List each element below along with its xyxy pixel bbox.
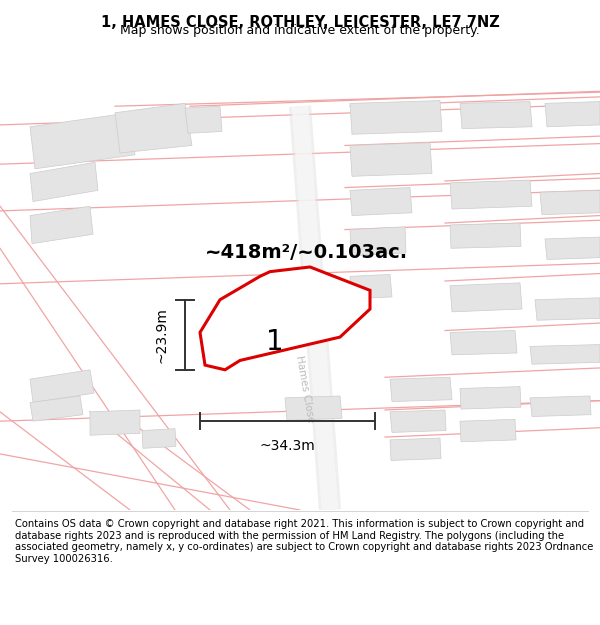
Polygon shape — [350, 188, 412, 216]
Polygon shape — [350, 142, 432, 176]
Polygon shape — [540, 191, 600, 214]
Polygon shape — [30, 112, 135, 169]
Polygon shape — [90, 410, 140, 435]
Text: 1, HAMES CLOSE, ROTHLEY, LEICESTER, LE7 7NZ: 1, HAMES CLOSE, ROTHLEY, LEICESTER, LE7 … — [101, 14, 499, 29]
Text: 1: 1 — [266, 328, 284, 356]
Polygon shape — [142, 429, 176, 448]
Polygon shape — [460, 101, 532, 129]
Polygon shape — [350, 227, 406, 256]
Polygon shape — [450, 180, 532, 209]
Polygon shape — [390, 378, 452, 402]
Text: ~23.9m: ~23.9m — [154, 307, 168, 362]
Text: Map shows position and indicative extent of the property.: Map shows position and indicative extent… — [120, 24, 480, 38]
Polygon shape — [545, 237, 600, 259]
Polygon shape — [535, 298, 600, 320]
Polygon shape — [30, 162, 98, 201]
Polygon shape — [390, 438, 441, 461]
Polygon shape — [285, 396, 342, 420]
Polygon shape — [30, 370, 94, 402]
Text: ~34.3m: ~34.3m — [260, 439, 316, 452]
Polygon shape — [545, 101, 600, 127]
Text: Contains OS data © Crown copyright and database right 2021. This information is : Contains OS data © Crown copyright and d… — [15, 519, 593, 564]
Polygon shape — [390, 410, 446, 432]
Polygon shape — [530, 344, 600, 364]
Polygon shape — [450, 223, 521, 248]
Polygon shape — [200, 267, 370, 370]
Polygon shape — [185, 106, 222, 133]
Polygon shape — [530, 396, 591, 416]
Polygon shape — [350, 274, 392, 299]
Polygon shape — [460, 419, 516, 442]
Polygon shape — [350, 101, 442, 134]
Polygon shape — [460, 387, 521, 409]
Polygon shape — [115, 103, 192, 153]
Polygon shape — [450, 283, 522, 312]
Polygon shape — [30, 396, 83, 421]
Polygon shape — [30, 206, 93, 244]
Text: Hames Close: Hames Close — [294, 354, 316, 423]
Text: ~418m²/~0.103ac.: ~418m²/~0.103ac. — [205, 244, 408, 262]
Polygon shape — [450, 331, 517, 355]
